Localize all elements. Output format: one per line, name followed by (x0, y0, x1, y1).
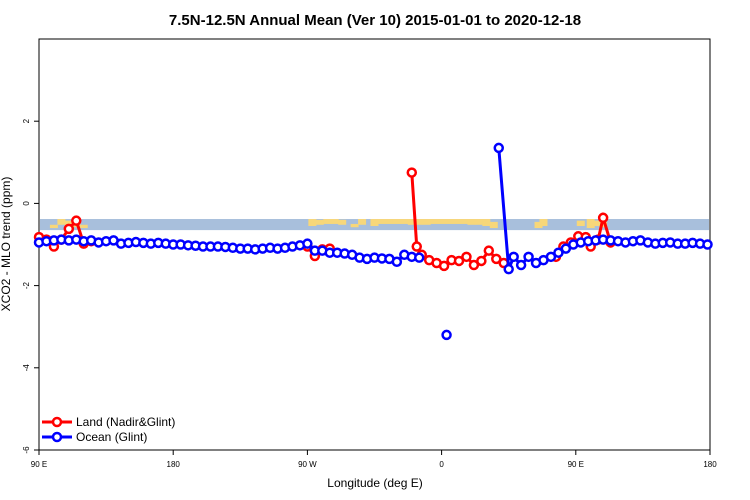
y-tick-label-2: -2 (22, 281, 31, 289)
land-fraction-bar-15 (392, 219, 401, 224)
land-fraction-bar-8 (330, 219, 339, 224)
y-axis-label: XCO2 - MLO trend (ppm) (0, 177, 13, 312)
x-axis: 90 E 180 90 W 0 90 E 180 (31, 450, 717, 469)
x-tick-label-0: 90 E (31, 460, 47, 469)
land-fraction-bar-17 (407, 219, 416, 225)
land-fraction-bar-23 (452, 219, 461, 224)
data-point-0-21 (468, 259, 480, 271)
land-fraction-bar-11 (358, 219, 367, 225)
land-fraction-bar-34 (599, 221, 608, 228)
data-point-0-4 (63, 223, 75, 235)
land-fraction-bar-4 (79, 224, 88, 229)
data-point-0-19 (453, 255, 465, 267)
series-ocean (33, 142, 713, 341)
data-point-1-60 (553, 247, 564, 258)
data-point-1-56 (523, 251, 534, 263)
data-point-0-24 (491, 253, 502, 265)
x-tick-label-2: 90 W (298, 460, 317, 469)
data-point-1-55 (515, 259, 527, 271)
land-fraction-bar-28 (489, 221, 498, 229)
x-tick-label-4: 90 E (568, 460, 584, 469)
data-point-0-22 (476, 255, 487, 267)
x-tick-label-1: 180 (167, 460, 181, 469)
y-axis: 2 0 -2 -4 -6 (22, 118, 39, 454)
land-fraction-bar-25 (467, 219, 476, 225)
legend: Land (Nadir&Glint) Ocean (Glint) (42, 415, 175, 444)
land-fraction-bar-30 (539, 219, 548, 227)
land-fraction-bar-18 (415, 219, 424, 225)
data-point-0-33 (597, 212, 609, 224)
land-fraction-bar-21 (437, 219, 446, 224)
y-tick-label-3: -4 (22, 364, 31, 372)
land-fraction-bar-29 (534, 221, 543, 229)
land-fraction-layer (49, 219, 608, 229)
data-point-1-53 (503, 263, 514, 275)
x-tick-label-3: 0 (439, 460, 444, 469)
isolated-point-1-0 (441, 329, 452, 341)
data-point-0-23 (483, 245, 495, 256)
series-layer (33, 142, 713, 341)
land-fraction-bar-1 (57, 219, 66, 225)
land-fraction-bar-27 (482, 219, 491, 227)
land-fraction-bar-6 (315, 219, 324, 225)
land-fraction-bar-22 (445, 219, 454, 224)
land-fraction-bar-10 (350, 223, 359, 228)
land-fraction-bar-31 (576, 220, 585, 227)
data-point-0-13 (411, 241, 422, 252)
y-tick-label-4: -6 (22, 446, 31, 454)
data-point-0-12 (406, 167, 418, 178)
land-fraction-bar-33 (591, 220, 600, 227)
data-point-1-48 (391, 256, 403, 268)
land-fraction-bar-24 (459, 219, 468, 224)
land-fraction-bar-12 (370, 219, 379, 227)
land-fraction-bar-13 (377, 219, 386, 224)
land-fraction-bar-7 (323, 219, 332, 224)
data-point-1-59 (545, 251, 557, 263)
land-fraction-bar-0 (49, 224, 58, 229)
land-fraction-bar-19 (422, 219, 431, 225)
x-tick-label-5: 180 (703, 460, 717, 469)
data-point-1-54 (508, 251, 519, 263)
series-line-1-1 (497, 147, 708, 270)
data-point-1-80 (702, 239, 713, 250)
legend-land-label: Land (Nadir&Glint) (76, 415, 175, 429)
data-point-1-36 (302, 238, 313, 249)
land-fraction-bar-32 (586, 219, 595, 229)
data-point-1-51 (413, 252, 425, 263)
land-fraction-bar-20 (430, 219, 439, 224)
data-point-0-17 (438, 260, 450, 272)
y-tick-label-1: 0 (22, 201, 31, 206)
land-fraction-bar-16 (400, 219, 409, 224)
data-point-1-52 (493, 142, 505, 154)
legend-land-marker (51, 416, 63, 428)
data-point-0-5 (71, 215, 82, 226)
land-fraction-bar-14 (385, 219, 394, 224)
legend-ocean-label: Ocean (Glint) (76, 430, 147, 444)
y-tick-label-0: 2 (22, 118, 31, 123)
land-fraction-bar-9 (338, 219, 347, 225)
data-point-1-61 (560, 243, 572, 254)
chart-title: 7.5N-12.5N Annual Mean (Ver 10) 2015-01-… (169, 12, 581, 29)
data-point-0-20 (461, 251, 472, 263)
land-fraction-bar-5 (308, 219, 317, 227)
x-axis-label: Longitude (deg E) (327, 476, 422, 490)
land-fraction-bar-2 (64, 220, 73, 227)
land-fraction-bar-26 (474, 219, 483, 225)
legend-ocean-marker (51, 431, 63, 443)
